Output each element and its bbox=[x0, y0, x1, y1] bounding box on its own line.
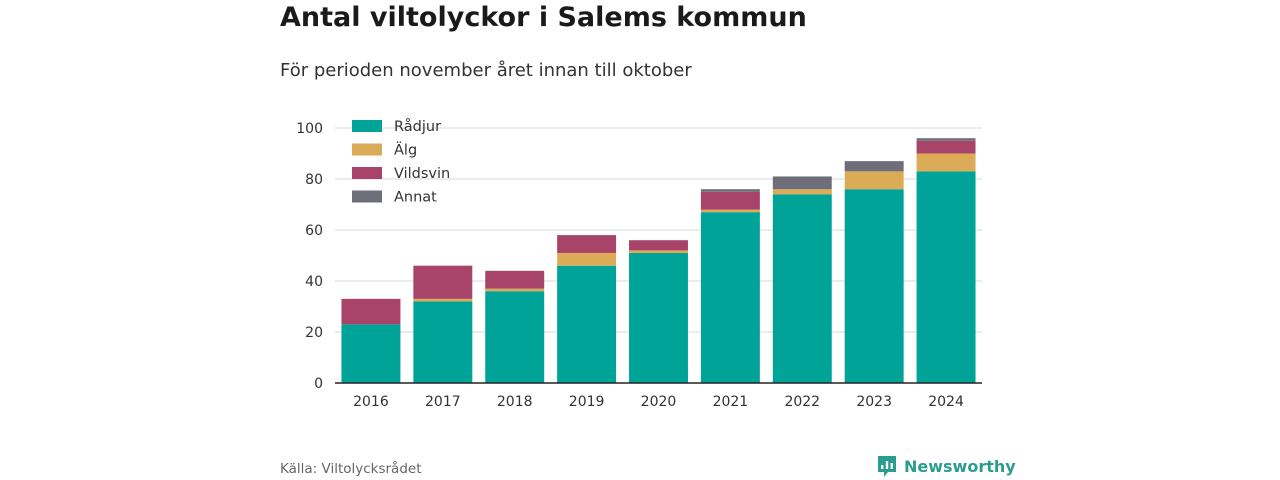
bar-segment-vildsvin[interactable] bbox=[341, 298, 401, 325]
bar-segment-älg[interactable] bbox=[629, 250, 688, 253]
legend-label: Vildsvin bbox=[394, 166, 450, 182]
bar-segment-rådjur[interactable] bbox=[916, 171, 976, 383]
bar-segment-rådjur[interactable] bbox=[772, 194, 832, 383]
bar-segment-älg[interactable] bbox=[844, 171, 904, 190]
x-tick-label: 2020 bbox=[641, 394, 677, 410]
y-tick-label: 100 bbox=[296, 121, 323, 137]
source-note: Källa: Viltolycksrådet bbox=[280, 461, 422, 477]
legend-label: Älg bbox=[394, 141, 417, 159]
y-tick-label: 60 bbox=[305, 223, 323, 239]
bar-segment-vildsvin[interactable] bbox=[557, 235, 617, 253]
bar-segment-vildsvin[interactable] bbox=[916, 140, 976, 154]
newsworthy-brand[interactable]: Newsworthy bbox=[876, 454, 1016, 478]
bar-segment-annat[interactable] bbox=[772, 176, 832, 190]
bar-segment-rådjur[interactable] bbox=[413, 301, 473, 383]
chart-subtitle: För perioden november året innan till ok… bbox=[280, 60, 692, 81]
legend-swatch bbox=[352, 120, 382, 132]
x-tick-label: 2016 bbox=[353, 394, 389, 410]
bar-segment-vildsvin[interactable] bbox=[413, 265, 473, 299]
bar-segment-rådjur[interactable] bbox=[700, 212, 760, 383]
bar-segment-vildsvin[interactable] bbox=[485, 270, 545, 289]
bar-segment-älg[interactable] bbox=[700, 209, 760, 213]
bar-segment-älg[interactable] bbox=[413, 298, 473, 302]
x-tick-label: 2019 bbox=[569, 394, 605, 410]
legend-swatch bbox=[352, 143, 382, 156]
bar-segment-rådjur[interactable] bbox=[485, 291, 545, 383]
y-tick-label: 20 bbox=[305, 325, 323, 341]
legend-label: Rådjur bbox=[394, 118, 441, 135]
bar-segment-älg[interactable] bbox=[557, 252, 617, 266]
bar-segment-älg[interactable] bbox=[772, 189, 832, 195]
bar-segment-vildsvin[interactable] bbox=[700, 191, 760, 210]
bar-segment-älg[interactable] bbox=[485, 288, 545, 292]
newsworthy-logo-icon bbox=[878, 456, 896, 477]
brand-name: Newsworthy bbox=[904, 456, 1016, 476]
y-tick-label: 0 bbox=[314, 376, 323, 392]
legend-label: Annat bbox=[394, 190, 437, 206]
bar-segment-rådjur[interactable] bbox=[341, 324, 401, 383]
legend-swatch bbox=[352, 190, 382, 203]
x-tick-label: 2017 bbox=[425, 394, 461, 410]
bar-segment-vildsvin[interactable] bbox=[629, 240, 688, 251]
x-tick-label: 2023 bbox=[856, 394, 892, 410]
bar-segment-annat[interactable] bbox=[916, 138, 976, 141]
bar-segment-annat[interactable] bbox=[844, 161, 904, 172]
x-tick-label: 2021 bbox=[713, 394, 749, 410]
x-tick-label: 2022 bbox=[784, 394, 820, 410]
bar-segment-rådjur[interactable] bbox=[844, 189, 904, 383]
bar-segment-rådjur[interactable] bbox=[557, 265, 617, 383]
y-tick-label: 80 bbox=[305, 172, 323, 188]
x-tick-label: 2024 bbox=[928, 394, 964, 410]
bar-segment-annat[interactable] bbox=[700, 189, 760, 192]
bar-segment-älg[interactable] bbox=[916, 153, 976, 172]
legend-swatch bbox=[352, 167, 382, 179]
y-tick-label: 40 bbox=[305, 274, 323, 290]
x-tick-label: 2018 bbox=[497, 394, 533, 410]
chart-title: Antal viltolyckor i Salems kommun bbox=[280, 2, 807, 33]
bar-segment-rådjur[interactable] bbox=[629, 252, 688, 383]
